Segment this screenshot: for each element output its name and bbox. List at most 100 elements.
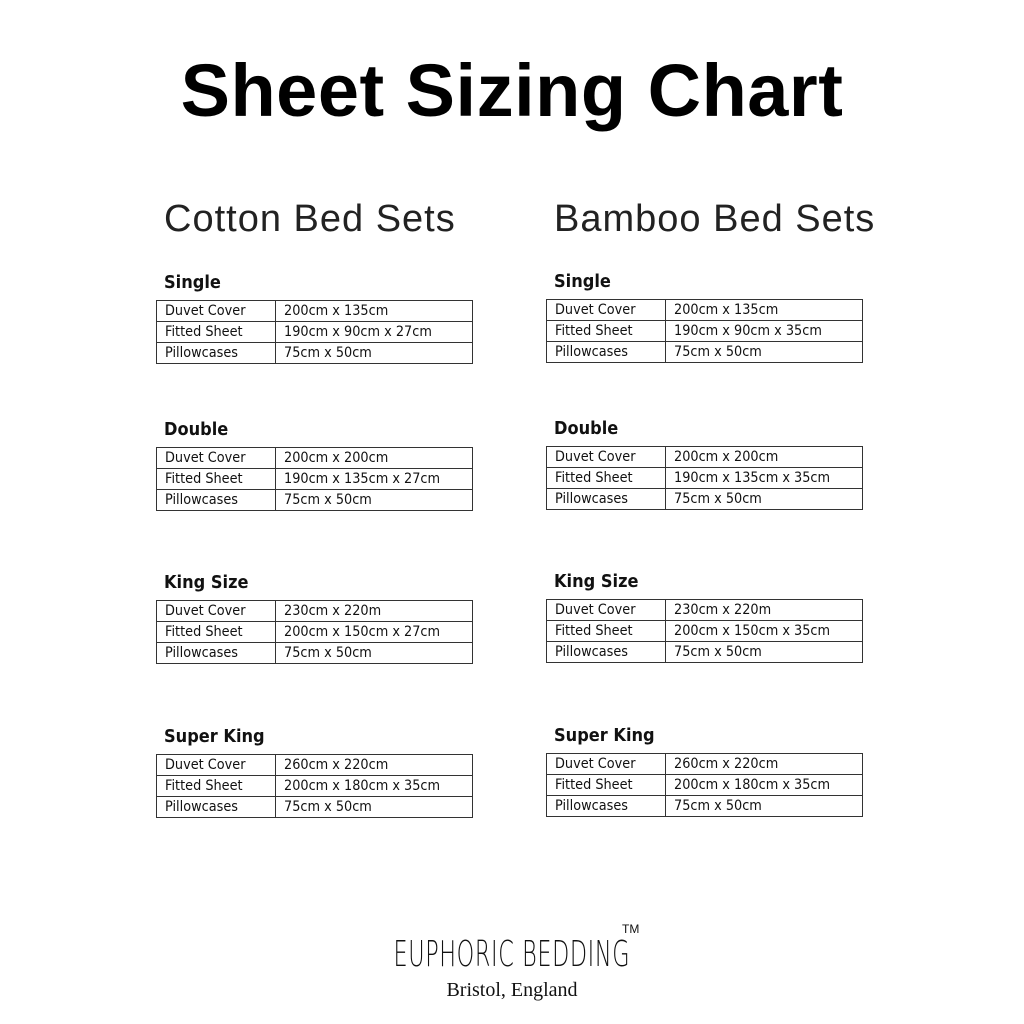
size-value: 200cm x 200cm [674, 449, 779, 465]
item-cell: Fitted Sheet [546, 620, 666, 642]
table-row: Pillowcases 75cm x 50cm [156, 642, 473, 664]
size-table: Duvet Cover 200cm x 135cm Fitted Sheet 1… [546, 299, 863, 363]
table-row: Fitted Sheet 190cm x 90cm x 27cm [156, 321, 473, 343]
size-value: 75cm x 50cm [674, 798, 762, 814]
item-label: Pillowcases [555, 798, 628, 814]
item-label: Fitted Sheet [165, 624, 243, 640]
item-label: Duvet Cover [555, 449, 636, 465]
size-value: 200cm x 200cm [284, 450, 389, 466]
item-label: Fitted Sheet [165, 778, 243, 794]
item-cell: Duvet Cover [546, 599, 666, 621]
column-title: Cotton Bed Sets [164, 198, 456, 240]
item-label: Duvet Cover [165, 603, 246, 619]
item-cell: Duvet Cover [546, 446, 666, 468]
section-heading: Double [164, 419, 229, 440]
item-cell: Pillowcases [546, 488, 666, 510]
size-cell: 200cm x 135cm [275, 300, 473, 322]
size-cell: 75cm x 50cm [275, 489, 473, 511]
item-cell: Fitted Sheet [156, 468, 276, 490]
size-cell: 260cm x 220cm [275, 754, 473, 776]
item-cell: Pillowcases [546, 795, 666, 817]
size-table: Duvet Cover 200cm x 135cm Fitted Sheet 1… [156, 300, 473, 364]
size-value: 75cm x 50cm [284, 645, 372, 661]
size-cell: 200cm x 150cm x 27cm [275, 621, 473, 643]
item-cell: Fitted Sheet [156, 621, 276, 643]
size-value: 190cm x 135cm x 27cm [284, 471, 441, 487]
section-heading: Super King [164, 726, 265, 747]
item-label: Pillowcases [165, 799, 238, 815]
item-cell: Pillowcases [156, 796, 276, 818]
size-value: 200cm x 180cm x 35cm [674, 777, 831, 793]
item-label: Duvet Cover [165, 303, 246, 319]
size-table: Duvet Cover 200cm x 200cm Fitted Sheet 1… [546, 446, 863, 510]
size-cell: 75cm x 50cm [275, 642, 473, 664]
item-cell: Fitted Sheet [546, 774, 666, 796]
table-row: Duvet Cover 260cm x 220cm [156, 754, 473, 776]
size-table: Duvet Cover 230cm x 220m Fitted Sheet 20… [156, 600, 473, 664]
size-value: 75cm x 50cm [284, 345, 372, 361]
size-cell: 190cm x 135cm x 27cm [275, 468, 473, 490]
size-cell: 75cm x 50cm [665, 795, 863, 817]
table-row: Duvet Cover 200cm x 200cm [156, 447, 473, 469]
item-cell: Fitted Sheet [546, 320, 666, 342]
item-label: Pillowcases [165, 492, 238, 508]
item-label: Pillowcases [555, 344, 628, 360]
table-row: Pillowcases 75cm x 50cm [546, 341, 863, 363]
table-row: Pillowcases 75cm x 50cm [156, 342, 473, 364]
brand-footer: EUPHORIC BEDDING [0, 936, 1024, 974]
table-row: Duvet Cover 200cm x 135cm [546, 299, 863, 321]
item-cell: Pillowcases [546, 641, 666, 663]
table-row: Duvet Cover 230cm x 220m [156, 600, 473, 622]
table-row: Pillowcases 75cm x 50cm [546, 795, 863, 817]
item-cell: Duvet Cover [156, 300, 276, 322]
size-table: Duvet Cover 230cm x 220m Fitted Sheet 20… [546, 599, 863, 663]
page-title: Sheet Sizing Chart [180, 49, 844, 132]
table-row: Pillowcases 75cm x 50cm [156, 796, 473, 818]
item-label: Duvet Cover [555, 756, 636, 772]
size-cell: 200cm x 200cm [665, 446, 863, 468]
table-row: Fitted Sheet 200cm x 150cm x 35cm [546, 620, 863, 642]
table-row: Pillowcases 75cm x 50cm [156, 489, 473, 511]
size-value: 200cm x 135cm [284, 303, 389, 319]
size-value: 75cm x 50cm [284, 492, 372, 508]
item-cell: Duvet Cover [156, 754, 276, 776]
table-row: Fitted Sheet 200cm x 180cm x 35cm [546, 774, 863, 796]
item-label: Pillowcases [165, 345, 238, 361]
item-label: Fitted Sheet [555, 623, 633, 639]
item-label: Duvet Cover [555, 302, 636, 318]
brand-location: Bristol, England [446, 979, 578, 1001]
size-cell: 75cm x 50cm [665, 341, 863, 363]
section-heading: Single [554, 271, 611, 292]
item-label: Duvet Cover [165, 450, 246, 466]
item-cell: Fitted Sheet [156, 775, 276, 797]
table-row: Duvet Cover 200cm x 200cm [546, 446, 863, 468]
size-value: 190cm x 135cm x 35cm [674, 470, 831, 486]
size-value: 190cm x 90cm x 27cm [284, 324, 432, 340]
item-cell: Pillowcases [156, 642, 276, 664]
item-label: Fitted Sheet [555, 323, 633, 339]
item-cell: Duvet Cover [156, 600, 276, 622]
table-row: Fitted Sheet 200cm x 150cm x 27cm [156, 621, 473, 643]
size-cell: 190cm x 135cm x 35cm [665, 467, 863, 489]
item-cell: Duvet Cover [546, 753, 666, 775]
size-cell: 200cm x 135cm [665, 299, 863, 321]
item-cell: Pillowcases [156, 342, 276, 364]
size-value: 260cm x 220cm [284, 757, 389, 773]
brand-logo: EUPHORIC BEDDING [393, 934, 631, 975]
item-cell: Fitted Sheet [156, 321, 276, 343]
item-label: Duvet Cover [555, 602, 636, 618]
size-cell: 190cm x 90cm x 35cm [665, 320, 863, 342]
size-cell: 200cm x 150cm x 35cm [665, 620, 863, 642]
size-table: Duvet Cover 200cm x 200cm Fitted Sheet 1… [156, 447, 473, 511]
item-cell: Fitted Sheet [546, 467, 666, 489]
size-cell: 260cm x 220cm [665, 753, 863, 775]
item-label: Fitted Sheet [165, 471, 243, 487]
table-row: Fitted Sheet 190cm x 135cm x 27cm [156, 468, 473, 490]
size-value: 230cm x 220m [674, 602, 772, 618]
size-cell: 230cm x 220m [275, 600, 473, 622]
size-value: 230cm x 220m [284, 603, 382, 619]
item-label: Fitted Sheet [555, 470, 633, 486]
size-value: 75cm x 50cm [674, 344, 762, 360]
size-value: 200cm x 135cm [674, 302, 779, 318]
size-value: 200cm x 150cm x 27cm [284, 624, 441, 640]
